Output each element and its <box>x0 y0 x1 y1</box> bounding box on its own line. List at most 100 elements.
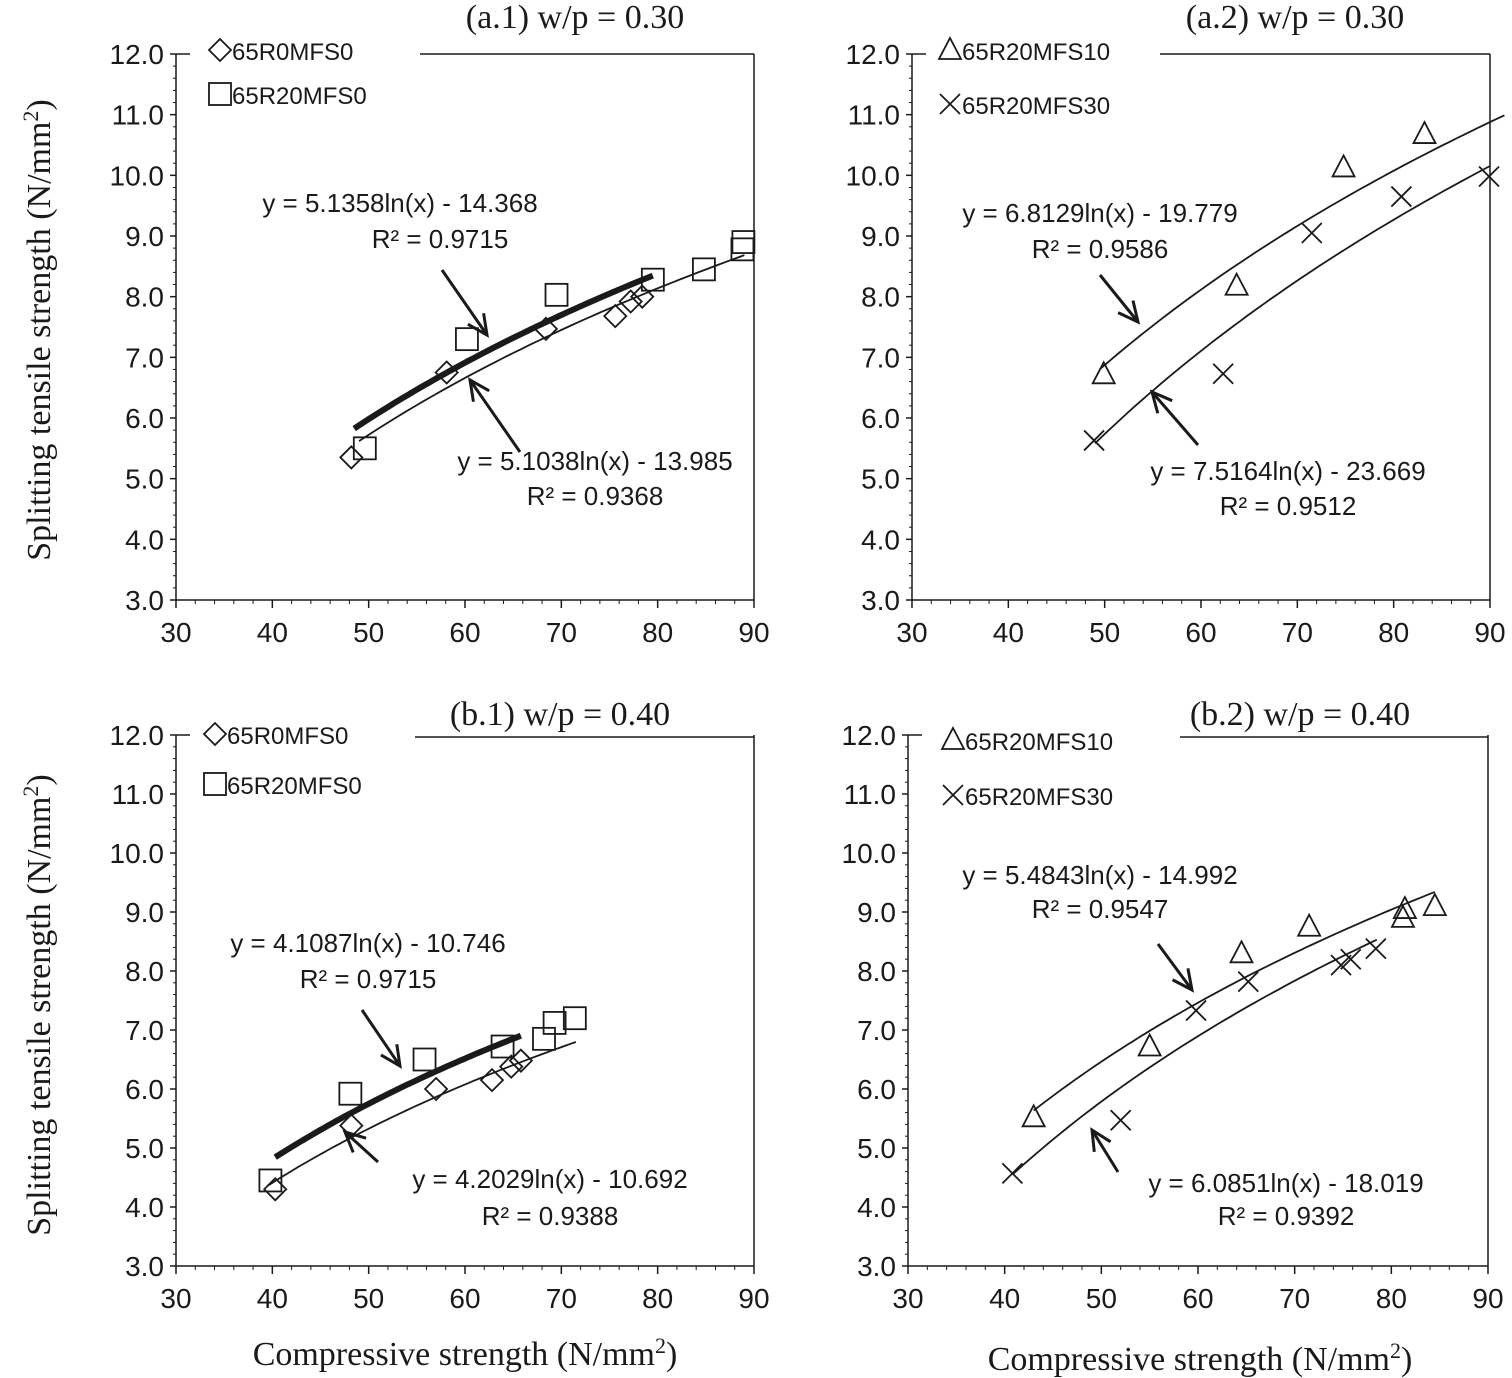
b2-series-1-point-3 <box>1237 970 1259 993</box>
a2-series-1-point-2 <box>1301 222 1323 244</box>
a2-series-0-point-3 <box>1412 120 1437 144</box>
b2-series-1-point-3-stroke-b <box>1237 970 1259 993</box>
b2-x-tick-label-5: 80 <box>1376 1283 1407 1314</box>
a2-legend-marker-1-stroke-b <box>939 93 961 115</box>
a1-y-tick-label-0: 3.0 <box>125 585 164 616</box>
a1-y-tick-label-6: 9.0 <box>125 221 164 252</box>
a2-x-tick-label-6: 90 <box>1474 617 1505 648</box>
b2-arrow-1 <box>1090 1127 1120 1173</box>
a1-equation-0: y = 5.1358ln(x) - 14.368 <box>262 188 537 218</box>
a2-x-tick-label-2: 50 <box>1089 617 1120 648</box>
a2-y-tick-label-2: 5.0 <box>861 464 900 495</box>
a1-series-0-point-4 <box>618 289 643 314</box>
a1-series-0-point-2 <box>533 316 559 342</box>
b2-arrow-0 <box>1156 943 1195 993</box>
a2-series-1-point-0-stroke-b <box>1083 429 1105 452</box>
b2-series-0-point-1 <box>1137 1032 1163 1057</box>
b1-series-0-point-2 <box>423 1076 449 1102</box>
a2-series-0-point-1 <box>1224 271 1250 296</box>
a1-series-0-point-5 <box>629 284 655 309</box>
a1-series-0-point-1 <box>434 360 459 385</box>
b2-series-0-point-6 <box>1422 892 1448 916</box>
a2-equation-1: y = 7.5164ln(x) - 23.669 <box>1150 456 1425 486</box>
panel-a1: 3.0 4.0 5.0 6.0 7.0 8.0 9.0 10.0 11.0 12.0 30 40 50 6… <box>110 0 770 648</box>
b2-x-tick-label-6: 90 <box>1472 1283 1503 1314</box>
a2-y-tick-label-9: 12.0 <box>846 39 901 70</box>
a2-arrow-1-shaft <box>1150 391 1200 446</box>
a2-x-tick-label-5: 80 <box>1378 617 1409 648</box>
b1-series-1-point-6 <box>562 1006 587 1031</box>
a1-y-tick-label-4: 7.0 <box>125 342 164 373</box>
b1-series-1-point-1 <box>338 1081 363 1106</box>
b2-legend-marker-1-stroke-b <box>942 784 964 806</box>
b2-x-tick-label-1: 40 <box>989 1283 1020 1314</box>
a1-series-1-point-1 <box>455 327 479 352</box>
a2-arrow-0 <box>1098 274 1141 325</box>
b1-r2-0: R² = 0.9715 <box>300 964 437 994</box>
a1-series-1-point-6 <box>731 230 756 254</box>
b1-y-tick-label-9: 12.0 <box>110 720 165 751</box>
a2-series-1-point-2-stroke-b <box>1301 222 1323 244</box>
b2-fit-line-1 <box>1011 938 1378 1176</box>
b2-arrow-1-shaft <box>1090 1129 1120 1173</box>
b2-r2-0: R² = 0.9547 <box>1032 894 1169 924</box>
b2-series-1-point-1-stroke-b <box>1110 1109 1132 1131</box>
panel-b1: 3.0 4.0 5.0 6.0 7.0 8.0 9.0 10.0 11.0 12.0 30 40 50 6… <box>110 696 770 1314</box>
a2-arrow-1 <box>1149 389 1200 446</box>
b2-x-tick-label-2: 50 <box>1086 1283 1117 1314</box>
a1-x-tick-label-0: 30 <box>160 617 191 648</box>
b1-series-0-point-3 <box>479 1067 505 1093</box>
b1-r2-1: R² = 0.9388 <box>482 1201 619 1231</box>
a1-x-tick-label-3: 60 <box>449 617 480 648</box>
a1-y-tick-label-8: 11.0 <box>112 100 164 131</box>
a2-y-tick-label-3: 6.0 <box>861 403 900 434</box>
a2-arrow-1-head <box>1149 389 1173 414</box>
a2-series-0-point-2 <box>1331 153 1357 178</box>
a2-series-1-point-4-stroke-b <box>1478 165 1500 188</box>
b2-legend-marker-0 <box>940 726 966 750</box>
a2-series-1-point-4 <box>1478 165 1500 188</box>
a2-series-1-point-0 <box>1083 429 1105 452</box>
a2-arrow-0-shaft <box>1098 274 1140 323</box>
b2-y-tick-label-8: 11.0 <box>844 779 896 810</box>
a1-arrow-0-shaft <box>440 269 489 336</box>
a1-r2-0: R² = 0.9715 <box>372 224 509 254</box>
b2-series-1-point-0 <box>1001 1162 1024 1185</box>
a2-series-1-point-1 <box>1212 363 1234 385</box>
a2-arrow-0-head <box>1117 300 1141 325</box>
a1-series-1-point-5 <box>730 237 755 262</box>
a2-r2-0: R² = 0.9586 <box>1032 234 1169 264</box>
b1-arrow-0-head <box>380 1044 402 1069</box>
b2-y-tick-label-4: 7.0 <box>857 1015 896 1046</box>
b1-y-tick-label-0: 3.0 <box>125 1251 164 1282</box>
b2-series-1-point-5-stroke-b <box>1340 948 1362 970</box>
a2-legend-label-1: 65R20MFS30 <box>962 93 1110 120</box>
b2-equation-1: y = 6.0851ln(x) - 18.019 <box>1148 1168 1423 1198</box>
b2-series-0-point-0 <box>1021 1103 1047 1128</box>
a1-equation-1: y = 5.1038ln(x) - 13.985 <box>457 446 732 476</box>
a1-series-0-point-0 <box>339 445 364 470</box>
a1-series-1-point-0 <box>352 436 377 461</box>
a2-title: (a.2) w/p = 0.30 <box>1186 0 1404 36</box>
a2-series-1-point-3 <box>1390 185 1413 208</box>
b2-y-tick-label-7: 10.0 <box>842 838 897 869</box>
a2-y-tick-label-1: 4.0 <box>861 524 900 555</box>
a2-legend-marker-0 <box>937 36 963 60</box>
a1-arrow-1 <box>468 377 522 453</box>
a1-series-1-point-3 <box>640 267 665 292</box>
b2-series-1-point-0-stroke-b <box>1001 1162 1024 1185</box>
b2-series-1-point-4-stroke-b <box>1330 954 1352 976</box>
b1-arrow-1-shaft <box>343 1130 380 1164</box>
b2-x-tick-label-0: 30 <box>892 1283 923 1314</box>
b2-series-1-point-2-stroke-b <box>1185 999 1207 1022</box>
a1-y-tick-label-1: 4.0 <box>125 524 164 555</box>
b2-arrow-0-head <box>1171 968 1195 993</box>
b2-series-0-point-2 <box>1229 939 1254 964</box>
panel-a2: 3.0 4.0 5.0 6.0 7.0 8.0 9.0 10.0 11.0 12.0 30 40 50 6… <box>846 0 1506 648</box>
a2-legend-label-0: 65R20MFS10 <box>962 39 1110 66</box>
y-axis-label-bottom: Splitting tensile strength (N/mm2) <box>18 774 58 1235</box>
b1-fit-line-1 <box>267 1041 577 1187</box>
a1-series-1-point-2 <box>544 282 569 307</box>
a1-arrow-0 <box>440 269 489 338</box>
